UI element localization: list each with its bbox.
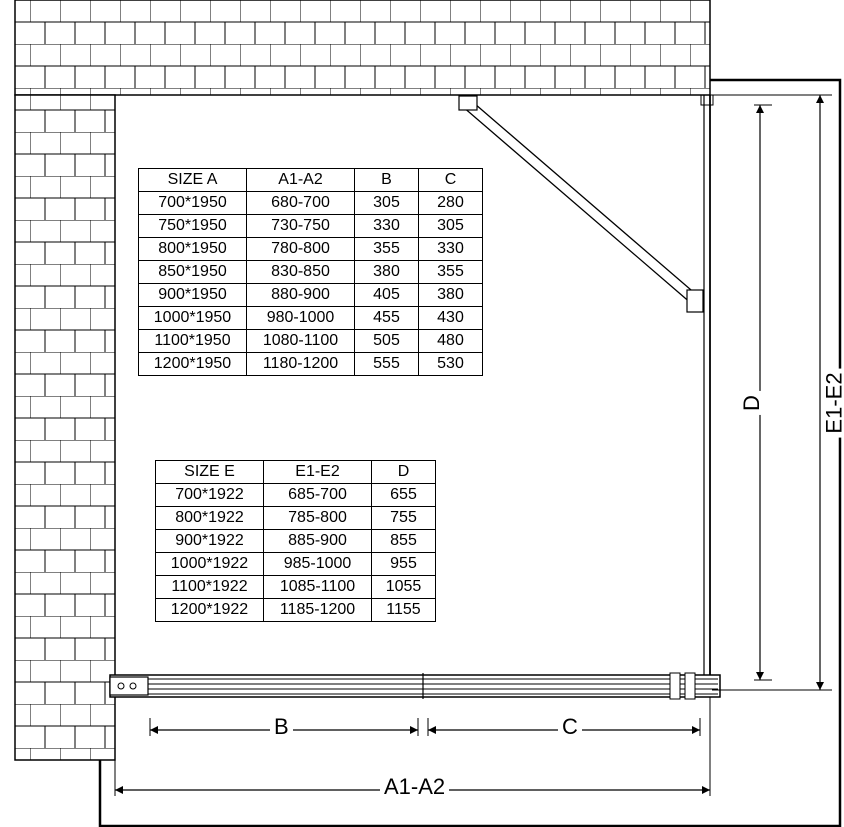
col-header: SIZE A bbox=[139, 169, 247, 192]
table-row: 850*1950830-850380355 bbox=[139, 261, 483, 284]
col-header: B bbox=[355, 169, 419, 192]
col-header: A1-A2 bbox=[247, 169, 355, 192]
table-row: 1100*19221085-11001055 bbox=[156, 576, 436, 599]
dim-label-b: B bbox=[270, 714, 293, 740]
col-header: C bbox=[419, 169, 483, 192]
col-header: D bbox=[372, 461, 436, 484]
size-table-a: SIZE AA1-A2BC700*1950680-700305280750*19… bbox=[138, 168, 483, 376]
size-table-e: SIZE EE1-E2D700*1922685-700655800*192278… bbox=[155, 460, 436, 622]
table-row: 900*1922885-900855 bbox=[156, 530, 436, 553]
dim-label-e: E1-E2 bbox=[822, 368, 844, 437]
table-row: 800*1922785-800755 bbox=[156, 507, 436, 530]
dim-label-c: C bbox=[558, 714, 582, 740]
dim-label-d: D bbox=[739, 391, 765, 415]
table-row: 700*1950680-700305280 bbox=[139, 192, 483, 215]
col-header: E1-E2 bbox=[264, 461, 372, 484]
table-row: 750*1950730-750330305 bbox=[139, 215, 483, 238]
table-row: 1100*19501080-1100505480 bbox=[139, 330, 483, 353]
table-row: 900*1950880-900405380 bbox=[139, 284, 483, 307]
dim-label-a: A1-A2 bbox=[380, 774, 449, 800]
table-row: 1200*19221185-12001155 bbox=[156, 599, 436, 622]
table-row: 1200*19501180-1200555530 bbox=[139, 353, 483, 376]
diagram-stage: SIZE AA1-A2BC700*1950680-700305280750*19… bbox=[0, 0, 844, 827]
table-row: 1000*1950980-1000455430 bbox=[139, 307, 483, 330]
table-row: 800*1950780-800355330 bbox=[139, 238, 483, 261]
drawing-layer bbox=[0, 0, 844, 827]
table-row: 1000*1922985-1000955 bbox=[156, 553, 436, 576]
col-header: SIZE E bbox=[156, 461, 264, 484]
table-row: 700*1922685-700655 bbox=[156, 484, 436, 507]
